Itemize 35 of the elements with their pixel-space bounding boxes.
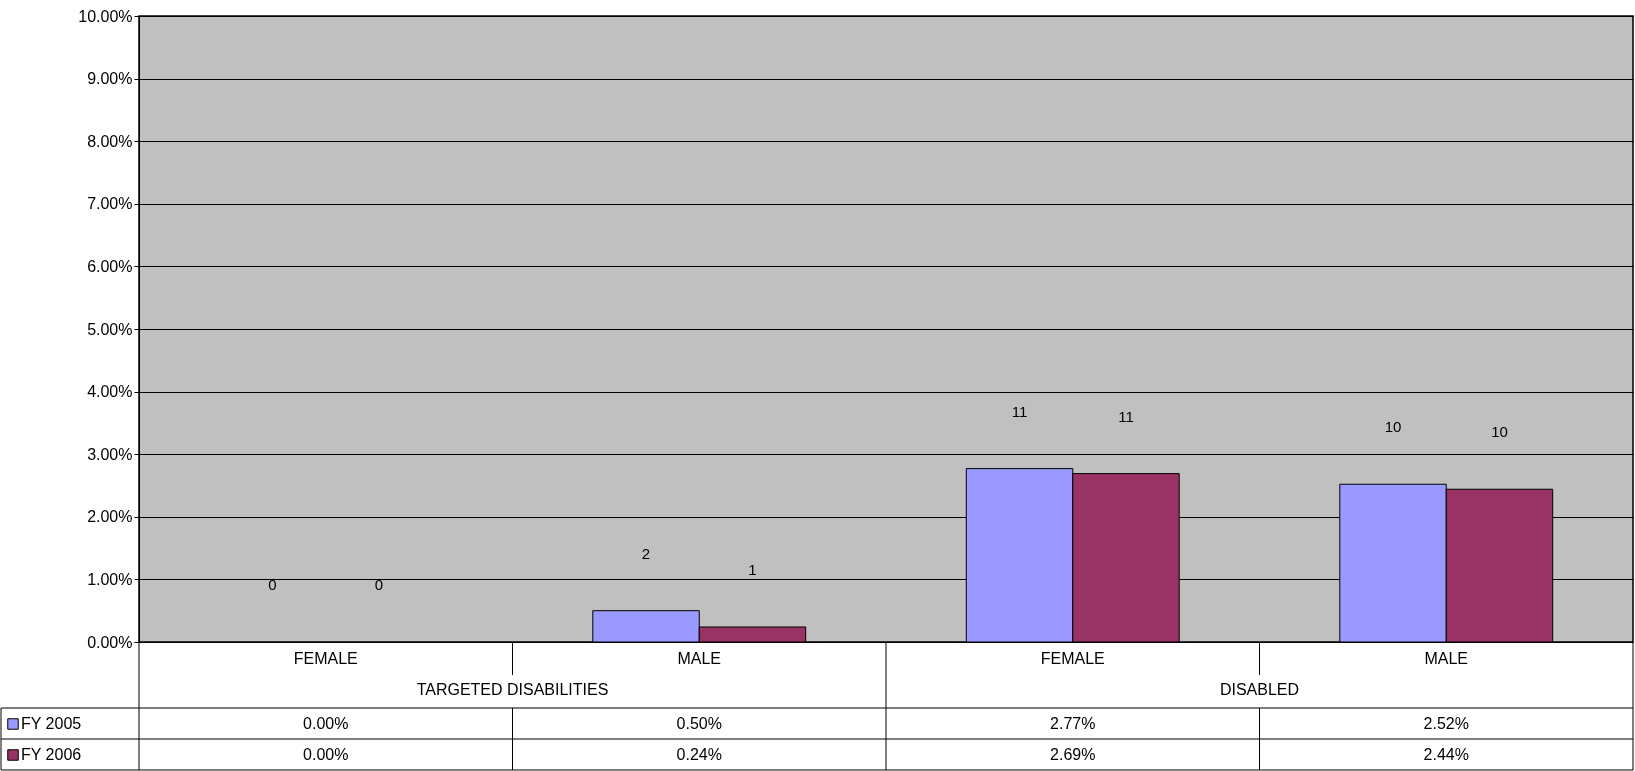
y-tick-label: 8.00%: [87, 132, 133, 150]
data-label: 0.24%: [676, 746, 722, 763]
legend-label: FY 2005: [21, 715, 82, 732]
annotation: 0: [268, 576, 277, 593]
annotation: 10: [1491, 423, 1508, 441]
data-label: 0.50%: [676, 715, 722, 732]
x-tick-label: FEMALE: [1040, 650, 1105, 667]
y-tick-label: 0.00%: [87, 633, 133, 651]
data-label: 2.52%: [1423, 715, 1469, 732]
x-tick-label: FEMALE: [293, 650, 358, 667]
y-tick-label: 3.00%: [87, 445, 133, 463]
y-tick-label: 1.00%: [87, 570, 133, 588]
legend-label: FY 2006: [21, 746, 82, 763]
annotation: 11: [1118, 407, 1134, 425]
y-tick-label: 10.00%: [78, 7, 133, 25]
y-tick-label: 2.00%: [87, 508, 133, 526]
y-tick-label: 9.00%: [87, 70, 133, 88]
annotation: 0: [374, 576, 384, 593]
x-tick-label: MALE: [677, 650, 722, 667]
data-label: 0.00%: [303, 715, 349, 732]
data-label: 2.44%: [1423, 746, 1469, 763]
y-tick-label: 7.00%: [87, 195, 133, 213]
y-tick-label: 6.00%: [87, 257, 133, 275]
data-label: 0.00%: [303, 746, 349, 763]
annotation: 2: [641, 544, 651, 562]
annotation: 10: [1384, 418, 1402, 436]
text: TARGETED DISABILITIES: [416, 681, 609, 698]
annotation: 1: [748, 560, 757, 578]
text: DISABLED: [1219, 681, 1300, 698]
y-tick-label: 4.00%: [87, 383, 133, 401]
y-tick-label: 5.00%: [87, 320, 133, 338]
annotation: 11: [1011, 402, 1028, 420]
data-label: 2.77%: [1050, 715, 1096, 732]
data-label: 2.69%: [1050, 746, 1096, 763]
x-tick-label: MALE: [1424, 650, 1469, 667]
